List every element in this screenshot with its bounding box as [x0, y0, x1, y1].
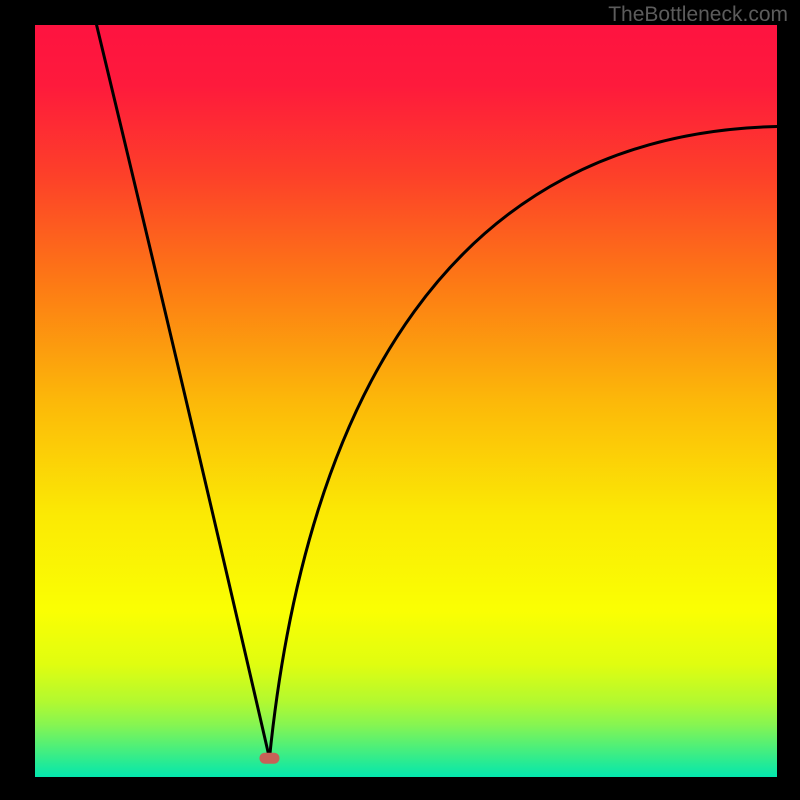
minimum-marker — [259, 753, 279, 764]
chart-container: TheBottleneck.com — [0, 0, 800, 800]
attribution-text: TheBottleneck.com — [608, 3, 788, 27]
bottleneck-chart — [0, 0, 800, 800]
plot-background — [35, 25, 777, 777]
